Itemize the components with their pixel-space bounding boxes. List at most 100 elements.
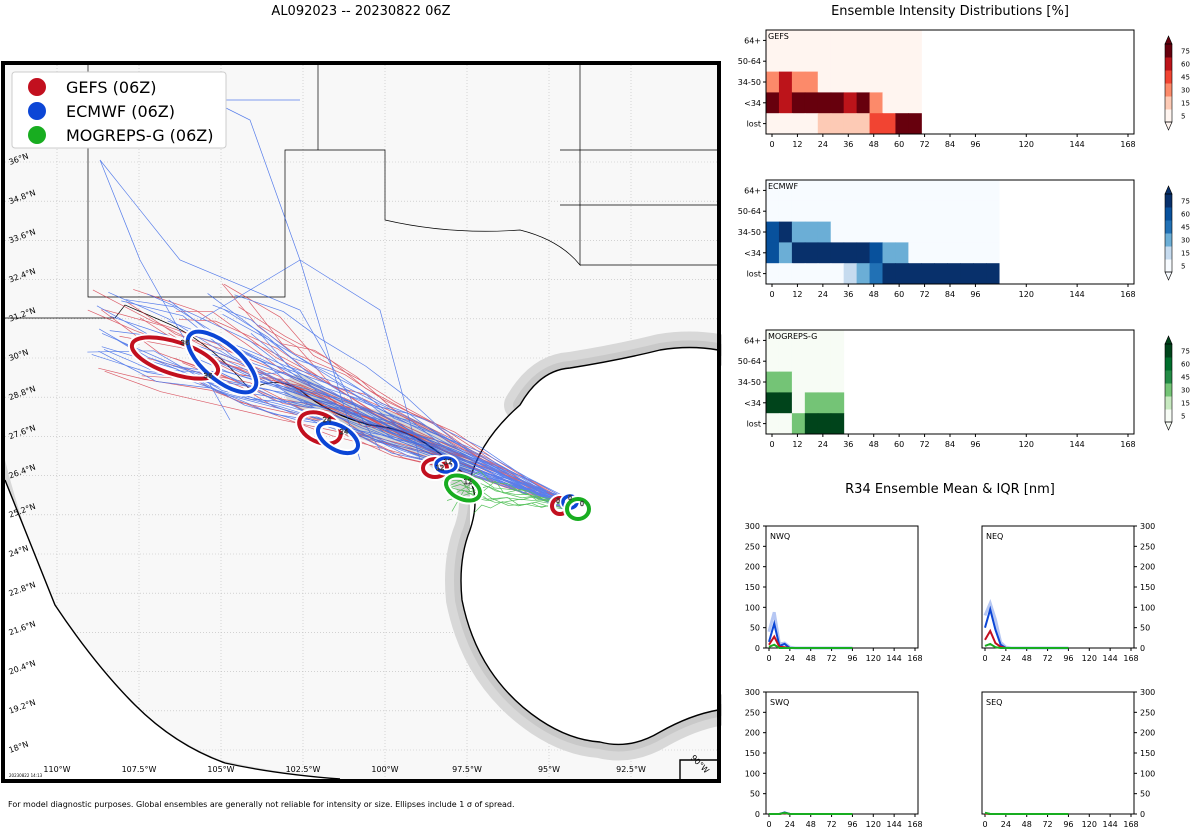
ensemble-track: [199, 259, 421, 461]
heatmap-cell: [908, 71, 922, 93]
heatmap-cell: [895, 92, 909, 114]
heatmap-cell: [921, 200, 935, 223]
heatmap-cell: [947, 263, 961, 285]
ellipse-label: 0: [580, 500, 584, 508]
heatmap-x-tick: 120: [1019, 440, 1034, 449]
heatmap-cell: [986, 200, 1000, 223]
lon-tick-label: 102.5°W: [286, 765, 321, 774]
heatmap-cell: [830, 392, 845, 414]
heatmap-cell: [766, 92, 780, 114]
ellipse-label: 0: [556, 497, 560, 505]
heatmap-x-tick: 60: [894, 140, 904, 149]
r34-y-tick: 150: [745, 583, 760, 592]
heatmap-cell: [947, 200, 961, 223]
heatmap-cell: [869, 221, 884, 243]
r34-y-tick: 300: [745, 688, 760, 697]
heatmap-cell: [817, 50, 832, 73]
heatmap-x-tick: 0: [769, 140, 774, 149]
heatmap-cell: [817, 330, 832, 352]
heatmap-cell: [895, 50, 909, 73]
colorbar-tick-label: 75: [1181, 198, 1190, 206]
heatmap-cell: [986, 242, 1000, 264]
heatmap-cell: [766, 330, 780, 352]
heatmap-cell: [804, 413, 819, 435]
colorbar-tick-label: 60: [1181, 361, 1190, 369]
r34-x-tick: 96: [847, 654, 857, 663]
heatmap-cell: [973, 200, 987, 223]
heatmap-cell: [856, 221, 871, 243]
heatmap-cell: [830, 371, 845, 393]
ellipse-label: 24: [323, 416, 332, 424]
heatmap-cell: [804, 200, 819, 223]
heatmap-cell: [830, 92, 845, 114]
heatmap-cell: [843, 263, 858, 285]
heatmap-cell: [830, 350, 845, 373]
map-title: AL092023 -- 20230822 06Z: [271, 4, 451, 19]
r34-x-tick: 0: [982, 654, 987, 663]
lon-tick-label: 110°W: [43, 765, 70, 774]
heatmap-x-tick: 24: [818, 140, 828, 149]
heatmap-cell: [817, 371, 832, 393]
legend-ecmwf-label: ECMWF (06Z): [66, 102, 175, 121]
r34-y-tick: 0: [755, 644, 760, 653]
heatmap-cell: [895, 30, 909, 52]
ensemble-track: [209, 99, 361, 461]
heatmap-cell: [830, 200, 845, 223]
heatmap-cell: [856, 30, 871, 52]
heatmap-cell: [817, 350, 832, 373]
r34-panel-swq: SWQ 0 24 48 72 96 120 144 168 0 50 100 150 200 250 300: [745, 688, 923, 829]
r34-x-tick: 48: [806, 820, 816, 829]
heatmap-cell: [895, 113, 909, 135]
gefs-ellipse-24: [297, 410, 343, 446]
heatmap-x-tick: 72: [919, 440, 929, 449]
colorbar-tick-label: 75: [1181, 348, 1190, 356]
heatmap-cell: [791, 392, 806, 414]
heatmap-x-tick: 72: [919, 290, 929, 299]
heatmap-x-tick: 84: [945, 440, 955, 449]
heatmap-cell: [895, 242, 909, 264]
heatmap-x-tick: 36: [843, 140, 853, 149]
colorbar-tick-label: 30: [1181, 237, 1190, 245]
ensemble-track: [219, 362, 573, 510]
heatmap-cell: [804, 180, 819, 202]
heatmap-cell: [869, 180, 884, 202]
heatmap-row-label: 64+: [744, 186, 761, 195]
colorbar-tick-label: 60: [1181, 61, 1190, 69]
ecmwf-ellipse-36: [185, 329, 259, 395]
heatmap-x-tick: 84: [945, 140, 955, 149]
ensemble-track: [125, 299, 571, 505]
heatmap-cell: [804, 50, 819, 73]
heatmap-row-label: 50-64: [738, 357, 761, 366]
ensemble-track: [234, 294, 561, 503]
r34-panel-nwq: NWQ 0 24 48 72 96 120 144 168 0 50 100 150 200 250 300: [745, 522, 923, 663]
heatmap-row-label: <34: [744, 249, 761, 258]
heatmap-cell: [869, 30, 884, 52]
heatmap-cell: [843, 30, 858, 52]
heatmap-cell: [960, 242, 974, 264]
heatmap-x-tick: 24: [818, 290, 828, 299]
heatmap-x-tick: 0: [769, 440, 774, 449]
heatmap-cell: [869, 263, 884, 285]
heatmap-cell: [817, 71, 832, 93]
lon-tick-label: 97.5°W: [452, 765, 482, 774]
heatmap-cell: [908, 180, 922, 202]
heatmap-cell: [882, 113, 896, 135]
heatmap-cell: [791, 413, 806, 435]
intensity-heatmaps: GEFS 64+ 50-64 34-50 <34 lost 0 12 24 36 48 60 72 84 9…: [738, 29, 1190, 449]
heatmap-cell: [817, 180, 832, 202]
r34-x-tick: 72: [826, 820, 836, 829]
colorbar-segment: [1165, 396, 1172, 410]
colorbar-segment: [1165, 344, 1172, 358]
r34-mean-line: [769, 811, 853, 815]
heatmap-cell: [934, 200, 948, 223]
heatmap-cell: [817, 113, 832, 135]
footnote: For model diagnostic purposes. Global en…: [8, 800, 515, 809]
heatmap-cell: [882, 92, 896, 114]
heatmap-row-label: <34: [744, 99, 761, 108]
heatmap-x-tick: 168: [1120, 290, 1135, 299]
r34-x-tick: 168: [1123, 820, 1138, 829]
heatmap-cell: [882, 200, 896, 223]
